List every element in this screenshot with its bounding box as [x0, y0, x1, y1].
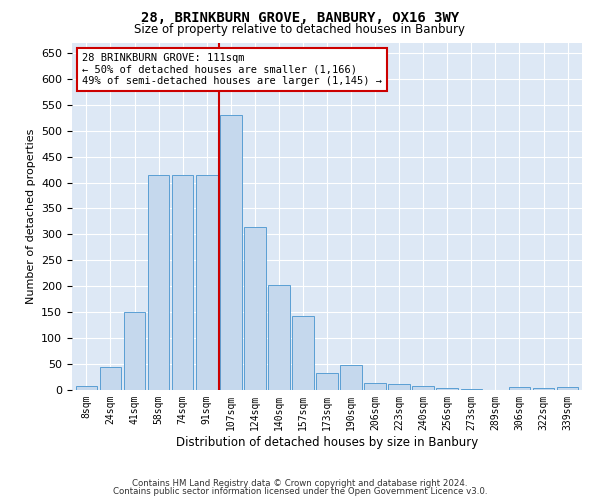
X-axis label: Distribution of detached houses by size in Banbury: Distribution of detached houses by size …: [176, 436, 478, 448]
Bar: [412, 386, 434, 390]
Bar: [220, 115, 242, 390]
Bar: [292, 316, 314, 390]
Text: Size of property relative to detached houses in Banbury: Size of property relative to detached ho…: [134, 24, 466, 36]
Bar: [557, 388, 578, 390]
Bar: [244, 226, 266, 390]
Bar: [436, 388, 458, 390]
Bar: [148, 175, 169, 390]
Bar: [316, 373, 338, 390]
Bar: [509, 388, 530, 390]
Bar: [76, 386, 97, 390]
Y-axis label: Number of detached properties: Number of detached properties: [26, 128, 35, 304]
Text: Contains HM Land Registry data © Crown copyright and database right 2024.: Contains HM Land Registry data © Crown c…: [132, 478, 468, 488]
Bar: [172, 175, 193, 390]
Bar: [340, 365, 362, 390]
Bar: [268, 284, 290, 390]
Bar: [364, 382, 386, 390]
Text: 28 BRINKBURN GROVE: 111sqm
← 50% of detached houses are smaller (1,166)
49% of s: 28 BRINKBURN GROVE: 111sqm ← 50% of deta…: [82, 53, 382, 86]
Bar: [461, 389, 482, 390]
Text: 28, BRINKBURN GROVE, BANBURY, OX16 3WY: 28, BRINKBURN GROVE, BANBURY, OX16 3WY: [141, 12, 459, 26]
Bar: [388, 384, 410, 390]
Bar: [196, 175, 218, 390]
Bar: [124, 312, 145, 390]
Bar: [533, 388, 554, 390]
Bar: [100, 366, 121, 390]
Text: Contains public sector information licensed under the Open Government Licence v3: Contains public sector information licen…: [113, 487, 487, 496]
